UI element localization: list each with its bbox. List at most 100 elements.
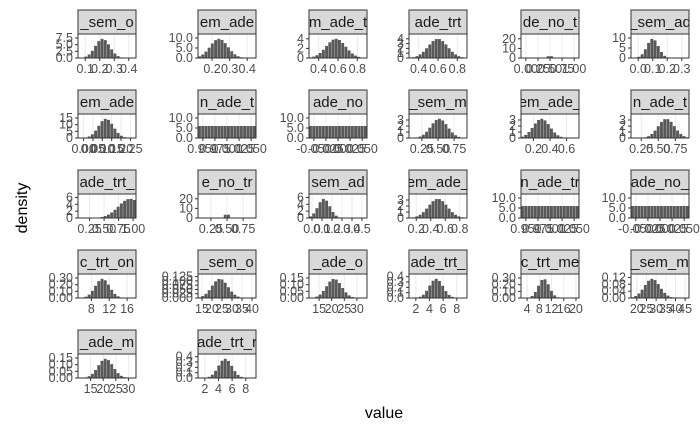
- histogram-bar: [107, 284, 110, 298]
- histogram-bar: [650, 134, 654, 138]
- histogram-bar: [434, 199, 438, 218]
- histogram-bars: [521, 206, 579, 218]
- histogram-bar: [647, 42, 651, 58]
- y-tick-label: 0.30: [492, 271, 516, 285]
- facet-strip: [77, 89, 137, 115]
- histogram-bar: [447, 48, 451, 58]
- histogram-bar: [207, 376, 211, 378]
- histogram-bar: [676, 130, 680, 138]
- facet-strip: [308, 249, 368, 275]
- histogram-bar: [450, 212, 454, 218]
- x-tick-label: 0.4: [310, 62, 327, 76]
- histogram-bar: [631, 206, 634, 218]
- histogram-bar: [227, 126, 230, 138]
- facet-strip: [308, 169, 368, 195]
- histogram-bar: [656, 126, 660, 138]
- y-tick-label: 0: [397, 131, 404, 145]
- histogram-bar: [214, 126, 218, 138]
- histogram-bar: [338, 126, 341, 138]
- x-tick-label: 4: [524, 302, 531, 316]
- histogram-bar: [309, 126, 312, 138]
- y-tick-label: 5: [66, 124, 73, 138]
- histogram-bar: [87, 376, 91, 378]
- histogram-bar: [438, 199, 441, 218]
- histogram-bar: [198, 126, 201, 138]
- histogram-bar: [223, 214, 227, 218]
- y-tick-label: 15: [59, 111, 73, 125]
- histogram-bar: [685, 206, 689, 218]
- histogram-bar: [441, 201, 445, 218]
- histogram-bars: [81, 278, 123, 298]
- histogram-bar: [207, 290, 211, 298]
- histogram-bar: [321, 290, 325, 298]
- x-tick-label: 0.2: [91, 62, 108, 76]
- y-tick-label: 6: [66, 190, 73, 204]
- facet-panel-3: m_ade_t 0.4 0.6 0.8 024: [297, 9, 368, 76]
- histogram-bar: [344, 46, 348, 58]
- histogram-bar: [431, 201, 435, 218]
- histogram-bar: [87, 54, 91, 58]
- histogram-bar: [201, 54, 205, 58]
- histogram-bar: [318, 52, 322, 58]
- y-tick-label: 5: [619, 41, 626, 55]
- histogram-bar: [537, 206, 541, 218]
- histogram-bar: [331, 126, 335, 138]
- histogram-bar: [663, 292, 667, 298]
- y-tick-label: 0: [397, 51, 404, 65]
- histogram-bar: [103, 280, 107, 298]
- y-tick-label: 5.0: [176, 41, 193, 55]
- histogram-bar: [233, 294, 237, 298]
- x-tick-label: 15: [195, 302, 209, 316]
- y-axis-title: density: [14, 183, 31, 234]
- histogram-bar: [107, 44, 110, 58]
- x-tick-label: 0.950: [187, 142, 218, 156]
- histogram-bar: [647, 206, 651, 218]
- y-tick-label: 0.0: [56, 51, 73, 65]
- histogram-bar: [425, 131, 429, 138]
- facet-strip: [408, 9, 468, 35]
- facet-strip: [408, 249, 468, 275]
- histogram-bar: [87, 294, 91, 298]
- histogram-bar: [637, 56, 641, 58]
- x-tick-label: 0.25: [526, 62, 550, 76]
- facet-strip: [197, 9, 257, 35]
- histogram-bar: [679, 206, 683, 218]
- histogram-bar: [230, 126, 234, 138]
- histogram-bar: [123, 200, 127, 218]
- histogram-bar: [94, 45, 98, 58]
- x-tick-label: 0.4: [410, 62, 427, 76]
- y-tick-label: 2: [509, 119, 516, 133]
- histogram-bar: [334, 279, 338, 298]
- histogram-bar: [527, 132, 531, 138]
- x-tick-label: 1.000: [211, 142, 242, 156]
- y-tick-label: 2: [619, 119, 626, 133]
- histogram-bar: [217, 38, 221, 58]
- histogram-bar: [556, 206, 560, 218]
- facet-strip-label: c_trt_on: [80, 254, 134, 271]
- y-tick-label: 0.1: [387, 286, 404, 300]
- histogram-bar: [556, 135, 560, 138]
- histogram-bar: [338, 40, 341, 58]
- x-tick-label: 0.975: [199, 142, 230, 156]
- histogram-bar: [315, 126, 319, 138]
- y-tick-label: 0: [297, 51, 304, 65]
- y-tick-label: 0: [619, 131, 626, 145]
- histogram-bars: [415, 278, 458, 298]
- histogram-bar: [438, 39, 441, 58]
- x-tick-label: 0.2: [323, 222, 340, 236]
- y-tick-label: 3: [509, 113, 516, 127]
- histogram-bar: [357, 126, 361, 138]
- facet-strip: [308, 9, 368, 35]
- y-tick-label: 10.0: [169, 111, 193, 125]
- x-tick-label: 15: [312, 302, 326, 316]
- histogram-bar: [119, 135, 123, 138]
- histogram-bar: [527, 206, 531, 218]
- histogram-bar: [113, 209, 117, 218]
- x-tick-label: 0.25: [77, 222, 101, 236]
- histogram-bar: [566, 206, 570, 218]
- histogram-bar: [663, 119, 667, 138]
